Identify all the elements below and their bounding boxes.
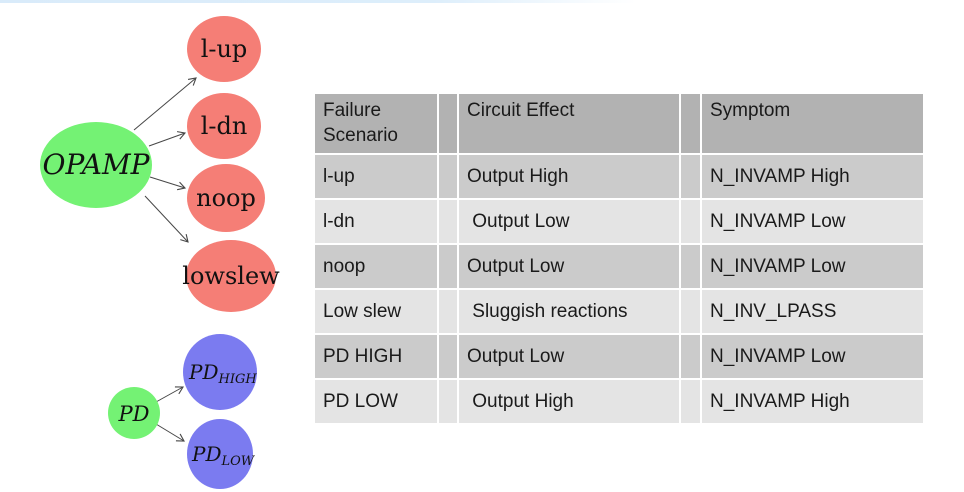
arrow-pd-low (155, 423, 185, 442)
opamp-ellipse (40, 122, 152, 208)
spacer-cell (681, 155, 700, 198)
pd-label: PD (118, 402, 150, 426)
cell-effect: Output Low (459, 335, 679, 378)
cell-symptom: N_INVAMP Low (702, 335, 923, 378)
noop-ellipse (187, 164, 265, 232)
spacer-cell (439, 200, 457, 243)
cell-effect: Output High (459, 155, 679, 198)
pd-high-ellipse (183, 334, 257, 410)
node-pd-low: PDLOW (187, 419, 256, 489)
cell-scenario: PD LOW (315, 380, 437, 423)
failure-symptom-table: Failure Scenario Circuit Effect Symptom … (315, 94, 923, 423)
node-pd-high: PDHIGH (183, 334, 257, 410)
arrow-opamp-noop (149, 176, 187, 191)
spacer-cell (681, 245, 700, 288)
cell-symptom: N_INVAMP Low (702, 200, 923, 243)
cell-symptom: N_INVAMP High (702, 155, 923, 198)
pd-high-sub: HIGH (218, 372, 258, 387)
header-failure-scenario: Failure Scenario (315, 94, 437, 153)
spacer-cell (681, 335, 700, 378)
node-opamp: OPAMP (40, 122, 152, 208)
pd-low-label: PDLOW (191, 442, 256, 469)
arrow-pd-high (155, 386, 184, 403)
pd-high-main: PD (188, 360, 219, 384)
pd-high-label: PDHIGH (188, 360, 257, 387)
lowslew-ellipse (186, 240, 276, 312)
ldn-ellipse (187, 93, 261, 159)
node-lup: l-up (187, 16, 261, 82)
arrow-opamp-lup (133, 77, 197, 131)
pd-low-ellipse (187, 419, 253, 489)
cell-scenario: l-up (315, 155, 437, 198)
fault-tree-diagram: OPAMP l-up l-dn noop lowslew PD PDHIGH (40, 16, 280, 489)
noop-label: noop (196, 184, 256, 212)
node-pd: PD (108, 387, 160, 439)
cell-effect: Output Low (459, 245, 679, 288)
spacer-cell (681, 200, 700, 243)
spacer-cell (439, 245, 457, 288)
pd-arrows (155, 386, 185, 442)
cell-effect: Output Low (459, 200, 679, 243)
spacer-cell (439, 380, 457, 423)
top-edge-highlight (0, 0, 964, 3)
cell-symptom: N_INV_LPASS (702, 290, 923, 333)
cell-effect: Sluggish reactions (459, 290, 679, 333)
lup-label: l-up (201, 35, 248, 63)
header-spacer-2 (681, 94, 700, 153)
ldn-label: l-dn (201, 112, 248, 140)
node-noop: noop (187, 164, 265, 232)
spacer-cell (439, 155, 457, 198)
lup-ellipse (187, 16, 261, 82)
header-symptom: Symptom (702, 94, 923, 153)
pd-ellipse (108, 387, 160, 439)
node-ldn: l-dn (187, 93, 261, 159)
spacer-cell (439, 290, 457, 333)
opamp-label: OPAMP (43, 148, 151, 181)
cell-symptom: N_INVAMP High (702, 380, 923, 423)
lowslew-label: lowslew (182, 262, 280, 290)
spacer-cell (681, 290, 700, 333)
cell-scenario: Low slew (315, 290, 437, 333)
node-lowslew: lowslew (182, 240, 280, 312)
header-circuit-effect: Circuit Effect (459, 94, 679, 153)
cell-effect: Output High (459, 380, 679, 423)
arrow-opamp-ldn (148, 131, 187, 147)
cell-scenario: noop (315, 245, 437, 288)
cell-scenario: PD HIGH (315, 335, 437, 378)
opamp-arrows (133, 77, 197, 243)
arrow-opamp-lowslew (144, 195, 189, 243)
pd-low-sub: LOW (221, 454, 256, 469)
spacer-cell (439, 335, 457, 378)
header-spacer-1 (439, 94, 457, 153)
cell-symptom: N_INVAMP Low (702, 245, 923, 288)
cell-scenario: l-dn (315, 200, 437, 243)
pd-low-main: PD (191, 442, 222, 466)
spacer-cell (681, 380, 700, 423)
